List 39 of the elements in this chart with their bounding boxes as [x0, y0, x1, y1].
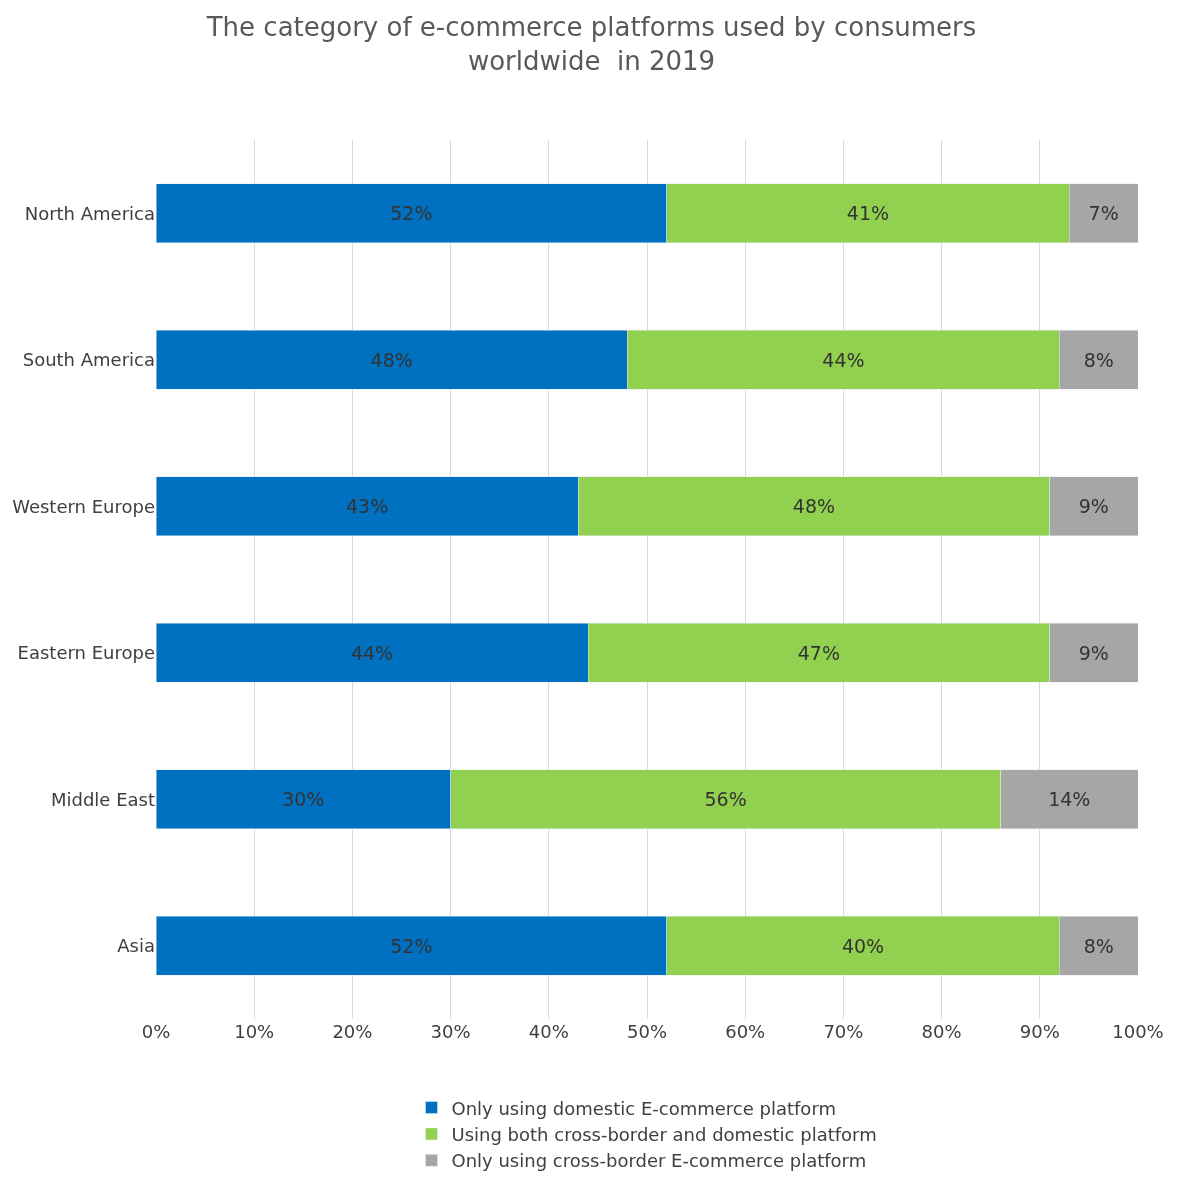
data-label: 44%	[822, 348, 865, 371]
y-tick-label: North America	[24, 202, 155, 224]
data-label: 52%	[390, 934, 433, 957]
data-label: 8%	[1083, 348, 1114, 371]
x-tick-label: 100%	[1112, 1021, 1164, 1042]
data-label: 40%	[841, 934, 885, 957]
y-tick-label: Eastern Europe	[17, 642, 155, 664]
data-label: 48%	[370, 348, 413, 371]
data-label: 56%	[704, 788, 747, 811]
data-label: 9%	[1078, 641, 1109, 664]
legend-label: Only using cross-border E-commerce platform	[451, 1150, 867, 1172]
data-label: 8%	[1083, 934, 1114, 957]
data-label: 52%	[390, 202, 433, 225]
y-tick-label: South America	[22, 349, 155, 371]
x-tick-label: 50%	[626, 1021, 668, 1042]
x-tick-label: 10%	[234, 1021, 275, 1042]
x-tick-label: 60%	[725, 1021, 766, 1042]
data-label: 48%	[792, 495, 836, 518]
legend-label: Using both cross-border and domestic platform	[451, 1123, 877, 1145]
data-label: 30%	[282, 788, 325, 811]
x-tick-label: 80%	[921, 1021, 962, 1042]
data-label: 41%	[846, 202, 890, 225]
x-tick-label: 90%	[1019, 1021, 1060, 1042]
data-label: 43%	[346, 495, 389, 518]
y-tick-label: Western Europe	[12, 495, 155, 517]
x-tick-label: 30%	[430, 1021, 471, 1042]
data-label: 14%	[1048, 788, 1091, 811]
data-label: 7%	[1088, 202, 1119, 225]
data-label: 47%	[797, 641, 840, 664]
x-tick-label: 20%	[332, 1021, 373, 1042]
x-tick-label: 40%	[528, 1021, 569, 1042]
data-label: 44%	[350, 641, 394, 664]
y-tick-label: Middle East	[50, 788, 155, 810]
chart-title: The category of e-commerce platforms used by consumers worldwide in 2019	[205, 11, 977, 76]
x-tick-label: 0%	[141, 1021, 171, 1042]
legend-label: Only using domestic E-commerce platform	[451, 1097, 836, 1119]
x-tick-label: 70%	[823, 1021, 864, 1042]
data-label: 9%	[1078, 495, 1109, 518]
y-tick-label: Asia	[117, 935, 155, 957]
